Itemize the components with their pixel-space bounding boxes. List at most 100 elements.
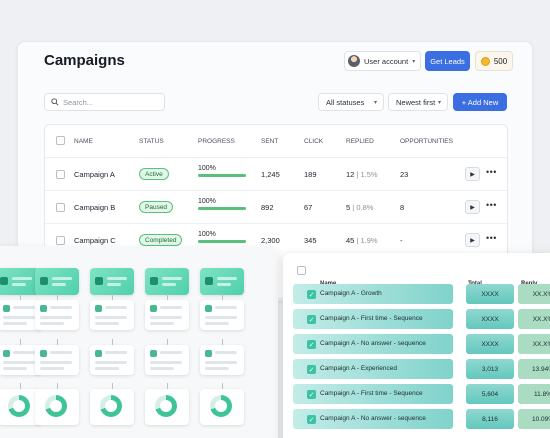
column-header-replied[interactable]: REPLIED [346,138,374,145]
step-icon [205,350,212,357]
workflow-trigger-node[interactable] [0,268,39,295]
column-header-sent[interactable]: SENT [261,138,279,145]
select-all-checkbox[interactable] [56,136,65,145]
column-header-progress[interactable]: PROGRESS [198,138,235,145]
workflow-step-node[interactable] [145,389,189,425]
sequence-row[interactable]: ✓ Campaign A - No answer - sequence XXXX XX… [283,334,550,354]
trigger-icon [205,277,213,285]
workflow-trigger-node[interactable] [145,268,189,295]
column-header-opportunities[interactable]: OPPORTUNITIES [400,138,453,145]
column-header-name[interactable]: NAME [74,138,93,145]
campaign-name[interactable]: Campaign A [74,170,115,179]
workflow-trigger-node[interactable] [200,268,244,295]
workflow-step-node[interactable] [200,345,244,375]
step-icon [40,350,47,357]
search-input[interactable] [63,97,158,107]
workflow-step-node[interactable] [145,345,189,375]
workflow-step-node[interactable] [200,389,244,425]
get-leads-button[interactable]: Get Leads [425,51,470,71]
page-title: Campaigns [44,52,125,69]
total-enrolled-value: XXXX [466,284,514,304]
play-icon[interactable]: ▶ [465,167,480,181]
workflow-step-node[interactable] [35,345,79,375]
column-header-click[interactable]: CLICK [304,138,324,145]
sequence-row[interactable]: ✓ Campaign A - First time - Sequence 5,604… [283,384,550,404]
campaign-name[interactable]: Campaign B [74,203,116,212]
table-row[interactable]: Campaign A Active 100% 1,245 189 12 | 1.… [45,157,507,190]
table-row[interactable]: Campaign C Completed 100% 2,300 345 45 |… [45,223,507,256]
sequence-name-cell[interactable]: ✓ Campaign A - First time - Sequence [293,384,550,404]
play-icon[interactable]: ▶ [465,200,480,214]
status-filter-select[interactable]: All statuses ▾ [318,93,384,111]
sequence-name-cell[interactable]: ✓ Campaign A - No answer - sequence [293,409,550,429]
table-row[interactable]: Campaign B Paused 100% 892 67 5 | 0.8% 8… [45,190,507,223]
workflow-connector [20,339,21,345]
workflow-connector [20,383,21,389]
progress-indicator: 100% [198,165,246,177]
credits-badge[interactable]: 500 [475,51,513,71]
checkbox-checked-icon[interactable]: ✓ [307,415,316,424]
reply-rate-value: XX.X% [518,284,550,304]
checkbox-checked-icon[interactable]: ✓ [307,290,316,299]
trigger-icon [150,277,158,285]
checkbox-checked-icon[interactable]: ✓ [307,340,316,349]
sequence-name-cell[interactable]: ✓ Campaign A - Experienced [293,359,550,379]
status-badge: Completed [139,234,183,246]
sent-value: 2,300 [261,236,280,245]
sequence-name-cell[interactable]: ✓ Campaign A - Growth [293,284,550,304]
sequence-name: Campaign A - No answer - sequence [320,340,426,347]
row-checkbox[interactable] [56,203,65,212]
checkbox-checked-icon[interactable]: ✓ [307,315,316,324]
more-options-icon[interactable]: ••• [486,233,497,243]
step-icon [40,305,47,312]
workflow-trigger-node[interactable] [35,268,79,295]
workflow-step-node[interactable] [35,389,79,425]
workflow-step-node[interactable] [90,389,134,425]
sequence-row[interactable]: ✓ Campaign A - First time - Sequence XXXX X… [283,309,550,329]
row-checkbox[interactable] [56,170,65,179]
sequence-table-header: Name ⇅ Total Enrolled ⇅ Reply Rate ⇅ [283,253,550,293]
progress-indicator: 100% [198,198,246,210]
workflow-step-node[interactable] [90,300,134,330]
sequence-row[interactable]: ✓ Campaign A - No answer - sequence 8,116 1… [283,409,550,429]
select-all-checkbox[interactable] [297,266,306,275]
replied-value: 45 | 1.9% [346,236,378,245]
opportunities-value: 8 [400,203,405,212]
add-new-button[interactable]: + Add New [453,93,507,111]
more-options-icon[interactable]: ••• [486,167,497,177]
status-badge: Active [139,168,169,180]
workflow-connector [167,383,168,389]
reply-rate-value: 13.94% [518,359,550,379]
chevron-down-icon: ▾ [412,58,416,65]
workflow-builder-panel [0,246,278,438]
sort-select[interactable]: Newest first ▾ [388,93,448,111]
workflow-step-node[interactable] [35,300,79,330]
workflow-step-node[interactable] [145,300,189,330]
campaign-name[interactable]: Campaign C [74,236,116,245]
sequence-name-cell[interactable]: ✓ Campaign A - First time - Sequence [293,309,550,329]
workflow-step-node[interactable] [200,300,244,330]
credits-value: 500 [493,56,508,66]
click-value: 345 [304,236,317,245]
checkbox-checked-icon[interactable]: ✓ [307,390,316,399]
table-header: NAME STATUS PROGRESS SENT CLICK REPLIED … [45,125,507,157]
trigger-icon [0,277,8,285]
status-badge: Paused [139,201,174,213]
row-checkbox[interactable] [56,236,65,245]
reply-rate-value: XX.X% [518,309,550,329]
workflow-step-node[interactable] [90,345,134,375]
chevron-down-icon: ▾ [373,99,377,106]
play-icon[interactable]: ▶ [465,233,480,247]
column-header-status[interactable]: STATUS [139,138,164,145]
workflow-trigger-node[interactable] [90,268,134,295]
status-filter-value: All statuses [326,97,365,107]
workflow-connector [112,339,113,345]
more-options-icon[interactable]: ••• [486,200,497,210]
checkbox-checked-icon[interactable]: ✓ [307,365,316,374]
sequence-name: Campaign A - First time - Sequence [320,315,423,322]
search-field[interactable] [44,93,165,111]
sequence-name-cell[interactable]: ✓ Campaign A - No answer - sequence [293,334,550,354]
user-account-dropdown[interactable]: User account ▾ [344,51,421,71]
